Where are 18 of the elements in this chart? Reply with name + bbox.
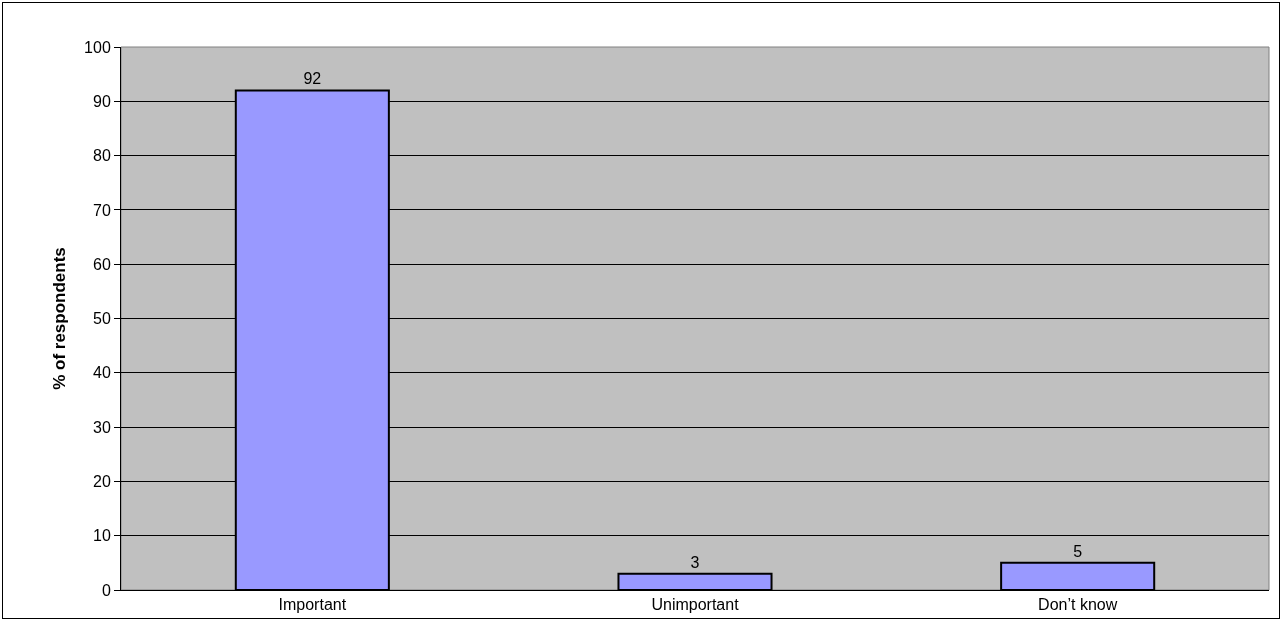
y-tick-label: 10	[93, 527, 111, 545]
x-tick-label: Important	[278, 596, 347, 614]
y-tick-label: 100	[84, 38, 111, 56]
y-tick-label: 70	[93, 201, 111, 219]
y-tick-label: 40	[93, 364, 111, 382]
y-tick-label: 50	[93, 310, 111, 328]
y-tick-label: 20	[93, 473, 111, 490]
y-tick-label: 90	[93, 92, 111, 110]
y-axis-title: % of respondents	[49, 247, 69, 390]
x-tick-label: Don’t know	[1038, 596, 1118, 614]
y-tick-label: 0	[101, 581, 111, 599]
y-tick-label: 80	[93, 147, 111, 165]
data-label: 92	[303, 70, 322, 88]
y-tick-label: 30	[93, 418, 111, 436]
data-label: 5	[1073, 542, 1083, 560]
data-label: 3	[690, 553, 700, 571]
x-tick-label: Unimportant	[651, 596, 740, 614]
y-tick-label: 60	[93, 255, 111, 273]
